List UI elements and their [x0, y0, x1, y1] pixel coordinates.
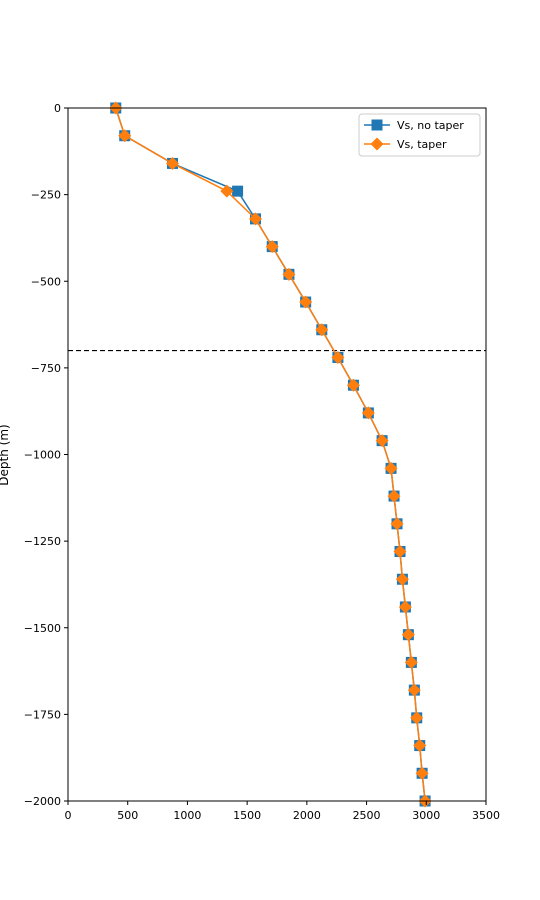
- y-axis-ticks: 0 −250 −500 −750 −1000 −1250 −1500 −1750 −2000: [24, 102, 68, 808]
- data-point-s1-7: [299, 295, 313, 309]
- x-axis-ticks: 0 500 1000 1500 2000 2500 3000 3500: [65, 801, 500, 822]
- y-tick-label: −1250: [24, 535, 61, 548]
- x-tick-label: 2000: [293, 809, 321, 822]
- data-point-s0-3: [232, 185, 244, 197]
- series-1: [109, 101, 432, 808]
- x-tick-label: 1500: [233, 809, 261, 822]
- data-point-s1-11: [361, 406, 375, 420]
- data-point-s1-12: [375, 434, 389, 448]
- data-point-s1-18: [398, 600, 412, 614]
- data-point-s1-6: [282, 267, 296, 281]
- x-tick-label: 2500: [353, 809, 381, 822]
- legend-marker-diamond: [370, 137, 384, 151]
- x-tick-label: 1000: [173, 809, 201, 822]
- data-point-s1-15: [390, 517, 404, 531]
- data-point-s1-14: [387, 489, 401, 503]
- data-point-s1-8: [315, 323, 329, 337]
- data-point-s1-17: [395, 572, 409, 586]
- data-point-s1-4: [249, 212, 263, 226]
- y-tick-label: 0: [54, 102, 61, 115]
- y-tick-label: −1500: [24, 622, 61, 635]
- x-tick-label: 3000: [412, 809, 440, 822]
- data-point-s1-3: [220, 184, 234, 198]
- y-tick-label: −250: [31, 189, 61, 202]
- legend-item-1: Vs, taper: [364, 137, 447, 151]
- data-point-s1-16: [393, 545, 407, 559]
- legend-marker-square: [371, 119, 383, 131]
- y-tick-label: −2000: [24, 795, 61, 808]
- data-point-s1-10: [346, 378, 360, 392]
- data-point-s1-21: [407, 683, 421, 697]
- data-point-s1-5: [265, 240, 279, 254]
- data-point-s1-19: [401, 628, 415, 642]
- y-axis-label: Depth (m): [0, 424, 11, 485]
- y-tick-label: −750: [31, 362, 61, 375]
- data-point-s1-2: [166, 156, 179, 170]
- data-point-s1-24: [415, 766, 429, 780]
- y-tick-label: −1750: [24, 708, 61, 721]
- y-tick-label: −1000: [24, 449, 61, 462]
- data-point-s1-23: [413, 739, 427, 753]
- legend: Vs, no taper Vs, taper: [358, 113, 481, 157]
- x-tick-label: 3500: [472, 809, 500, 822]
- data-point-s1-20: [404, 655, 418, 669]
- data-point-s1-13: [384, 461, 398, 475]
- data-point-s1-22: [410, 711, 424, 725]
- x-tick-label: 500: [117, 809, 138, 822]
- data-point-s1-1: [118, 129, 132, 143]
- legend-item-0: Vs, no taper: [364, 119, 464, 132]
- legend-label: Vs, taper: [397, 138, 447, 151]
- legend-label: Vs, no taper: [397, 119, 464, 132]
- y-tick-label: −500: [31, 275, 61, 288]
- plot-area: [68, 101, 486, 808]
- data-point-s1-9: [331, 350, 345, 364]
- x-tick-label: 0: [65, 809, 72, 822]
